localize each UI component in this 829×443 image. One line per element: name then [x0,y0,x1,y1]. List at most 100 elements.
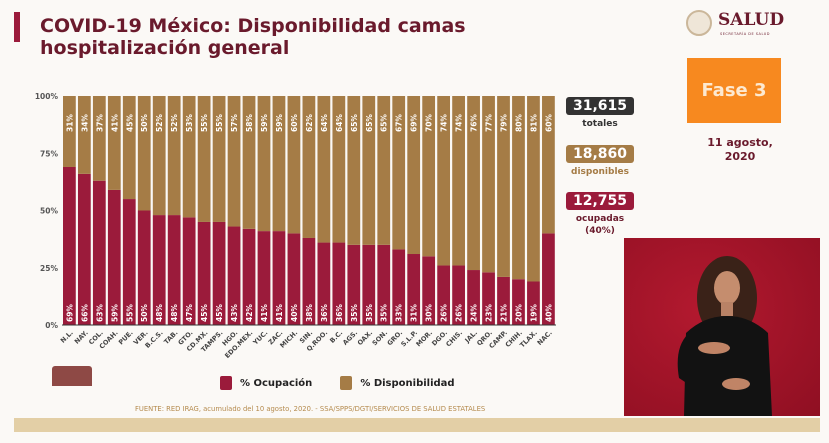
data-label-ocupacion: 31% [410,304,419,322]
data-label-ocupacion: 35% [365,304,374,322]
data-label-ocupacion: 21% [500,304,509,322]
stat-occupied-value: 12,755 [566,192,634,210]
bar-ocupacion [242,228,256,325]
salud-logo: SALUD SECRETARÍA DE SALUD [686,8,786,40]
y-tick-label: 75% [40,149,58,158]
data-label-disponibilidad: 64% [335,114,344,132]
data-label-disponibilidad: 65% [365,114,374,132]
data-label-ocupacion: 30% [425,304,434,322]
data-label-ocupacion: 66% [80,304,89,322]
data-label-ocupacion: 55% [125,304,134,322]
legend-item-disponibilidad: % Disponibilidad [340,376,455,390]
bar-disponibilidad [212,96,226,222]
data-label-disponibilidad: 59% [260,114,269,132]
bar-disponibilidad [422,96,436,257]
date-label: 11 agosto, 2020 [700,136,780,164]
data-label-disponibilidad: 59% [275,114,284,132]
data-label-ocupacion: 26% [440,304,449,322]
bar-disponibilidad [63,96,76,167]
legend-label-disponibilidad: % Disponibilidad [360,377,455,389]
bar-disponibilidad [512,96,525,280]
bar-ocupacion [182,217,196,325]
bar-disponibilidad [392,96,406,250]
x-tick-label: SON. [371,329,389,347]
x-tick-label: NAY. [73,329,90,346]
logo-subtitle: SECRETARÍA DE SALUD [720,32,770,36]
interpreter-figure [677,256,772,416]
data-label-disponibilidad: 34% [80,114,89,132]
x-tick-label: N.L. [59,329,75,345]
seal-icon [686,10,712,36]
data-label-disponibilidad: 58% [245,114,254,132]
bar-ocupacion [137,210,151,325]
bar-disponibilidad [287,96,301,234]
data-label-disponibilidad: 77% [485,114,494,132]
phase-badge: Fase 3 [687,58,781,123]
data-label-disponibilidad: 65% [350,114,359,132]
data-label-disponibilidad: 79% [500,114,509,132]
x-tick-label: AGS. [341,329,359,347]
data-label-disponibilidad: 50% [140,114,149,132]
source-note: FUENTE: RED IRAG, acumulado del 10 agost… [135,405,486,413]
chart-legend: % Ocupación % Disponibilidad [220,376,455,390]
data-label-ocupacion: 48% [170,304,179,322]
bar-ocupacion [377,244,391,325]
bar-disponibilidad [77,96,91,174]
bar-disponibilidad [317,96,331,243]
data-label-ocupacion: 35% [350,304,359,322]
bar-ocupacion [422,256,436,325]
date-line2: 2020 [724,150,756,163]
bar-ocupacion [167,215,181,325]
stat-occupied: 12,755 ocupadas (40%) [566,192,634,237]
bar-ocupacion [122,199,136,325]
stat-occupied-label: ocupadas (40%) [566,213,634,237]
bar-disponibilidad [122,96,136,200]
data-label-ocupacion: 45% [200,304,209,322]
data-label-ocupacion: 41% [260,304,269,322]
data-label-ocupacion: 19% [529,304,538,322]
data-label-ocupacion: 20% [514,304,523,322]
data-label-disponibilidad: 65% [380,114,389,132]
date-line1: 11 agosto, [707,136,773,149]
data-label-disponibilidad: 74% [455,114,464,132]
x-tick-label: OAX. [356,329,374,347]
bar-disponibilidad [257,96,271,232]
bar-disponibilidad [302,96,316,238]
data-label-ocupacion: 41% [275,304,284,322]
data-label-ocupacion: 23% [485,304,494,322]
bar-ocupacion [452,265,465,325]
bar-disponibilidad [497,96,510,277]
x-tick-label: MOR. [415,329,435,349]
data-label-disponibilidad: 64% [320,114,329,132]
bar-ocupacion [77,173,91,325]
data-label-disponibilidad: 74% [440,114,449,132]
data-label-ocupacion: 24% [470,304,479,322]
footer-band [14,418,820,432]
bar-disponibilidad [482,96,495,273]
x-tick-label: NAC. [536,329,554,347]
y-tick-label: 25% [40,264,58,273]
stat-occupied-pct: (40%) [585,226,615,236]
bar-disponibilidad [377,96,391,245]
bar-disponibilidad [272,96,286,232]
bar-ocupacion [302,237,316,325]
accent-bar [14,12,20,42]
data-label-disponibilidad: 81% [529,114,538,132]
bar-ocupacion [407,254,421,325]
data-label-ocupacion: 63% [95,304,104,322]
data-label-ocupacion: 36% [320,304,329,322]
data-label-disponibilidad: 60% [290,114,299,132]
data-label-ocupacion: 43% [230,304,239,322]
data-label-disponibilidad: 45% [125,114,134,132]
bar-ocupacion [92,180,106,325]
data-label-disponibilidad: 52% [155,114,164,132]
data-label-disponibilidad: 37% [95,114,104,132]
bar-ocupacion [347,244,361,325]
stat-available-label: disponibles [571,167,629,177]
stat-available-value: 18,860 [566,145,634,163]
bar-disponibilidad [167,96,181,216]
data-label-ocupacion: 36% [335,304,344,322]
data-label-ocupacion: 48% [155,304,164,322]
data-label-disponibilidad: 53% [185,114,194,132]
